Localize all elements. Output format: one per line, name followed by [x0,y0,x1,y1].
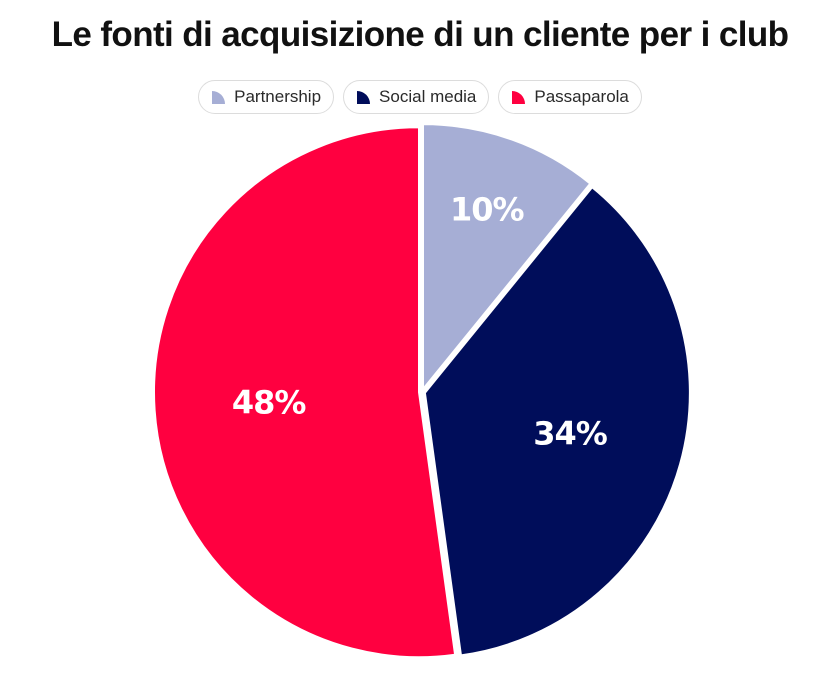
legend-swatch-passaparola [512,90,526,104]
slice-label-partnership: 10% [450,191,525,229]
pie-slice-passaparola[interactable] [153,126,457,659]
legend-label-social-media: Social media [379,87,477,106]
legend-label-passaparola: Passaparola [534,87,629,106]
legend-item-social-media[interactable]: Social media [343,80,490,114]
legend-item-partnership[interactable]: Partnership [198,80,335,114]
pie-slice-social-media[interactable] [423,186,691,657]
slice-label-passaparola: 48% [232,383,307,421]
slice-label-social-media: 34% [533,414,608,452]
chart-title: Le fonti di acquisizione di un cliente p… [51,15,789,54]
pie-slice-partnership[interactable] [422,123,592,391]
legend-item-passaparola[interactable]: Passaparola [498,80,642,114]
legend-label-partnership: Partnership [234,87,322,106]
chart-legend: Partnership Social media Passaparola [0,80,840,114]
legend-swatch-social-media [357,90,371,104]
legend-swatch-partnership [212,90,226,104]
